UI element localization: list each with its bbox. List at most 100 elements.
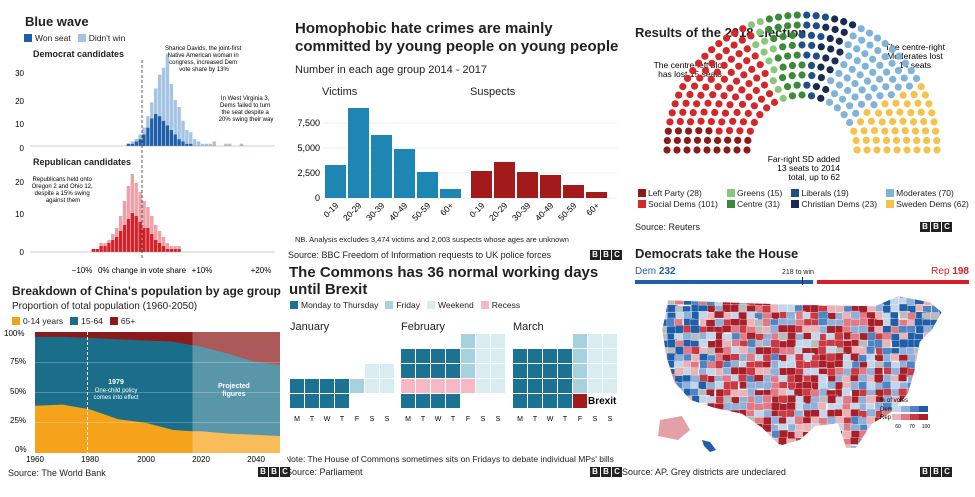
district xyxy=(946,410,956,419)
seat-dot xyxy=(827,45,835,53)
district xyxy=(882,339,891,348)
seat-dot xyxy=(765,57,773,65)
seat-dot xyxy=(756,28,764,36)
district xyxy=(913,374,924,383)
district xyxy=(738,296,749,301)
district xyxy=(682,332,693,341)
seat-dot xyxy=(695,127,703,135)
histogram-bar-won xyxy=(122,225,127,252)
china-panel: Breakdown of China's population by age g… xyxy=(0,282,282,497)
seat-dot xyxy=(746,127,754,135)
calendar-day xyxy=(573,394,587,408)
calendar-day xyxy=(461,334,475,348)
district xyxy=(858,438,867,448)
seat-dot xyxy=(788,72,796,80)
seat-dot xyxy=(765,25,773,34)
seat-dot xyxy=(793,21,801,29)
party-label: Moderates (70) xyxy=(896,188,954,198)
district xyxy=(922,444,933,448)
calendar-day xyxy=(380,364,394,378)
histogram-bar-won xyxy=(165,249,170,252)
histogram-bar-lost xyxy=(142,201,146,228)
seat-dot xyxy=(865,29,874,37)
seat-dot xyxy=(711,108,719,117)
histogram-bar-won xyxy=(189,143,193,146)
district xyxy=(794,443,804,448)
seat-dot xyxy=(756,111,764,119)
histogram-bar-lost xyxy=(103,243,107,246)
histogram-bar-won xyxy=(99,246,103,252)
seat-dot xyxy=(726,101,734,109)
seat-dot xyxy=(853,146,861,154)
seat-dot xyxy=(708,59,716,67)
district xyxy=(771,296,781,302)
map-legend xyxy=(892,406,928,420)
seat-dot xyxy=(840,111,848,119)
seat-dot xyxy=(793,51,801,59)
seat-dot xyxy=(779,94,787,102)
election-source: Source: Reuters xyxy=(635,222,701,232)
district xyxy=(683,402,695,413)
district xyxy=(818,445,830,448)
district xyxy=(866,296,877,301)
histogram-bar-won xyxy=(146,127,150,146)
party-label: Liberals (19) xyxy=(801,188,849,198)
district xyxy=(883,444,893,448)
seat-dot xyxy=(689,109,697,117)
district xyxy=(714,423,724,435)
seat-dot xyxy=(812,83,821,91)
seat-dot xyxy=(733,146,741,154)
calendar-day xyxy=(543,349,557,363)
seat-dot xyxy=(874,46,882,55)
district xyxy=(938,402,942,411)
legend-lost-swatch xyxy=(77,34,86,42)
legend-swatch-dem xyxy=(892,406,901,412)
legend-swatch-dem xyxy=(919,406,928,412)
seat-dot xyxy=(914,99,922,107)
legend-rep: Rep xyxy=(880,415,892,421)
district xyxy=(915,361,925,369)
bbc-logo-b: B xyxy=(920,467,930,477)
histogram-bar-lost xyxy=(165,243,170,249)
seat-dot xyxy=(750,118,758,127)
seat-dot xyxy=(852,109,860,117)
calendar-day xyxy=(320,394,334,408)
district xyxy=(691,438,702,448)
seat-dot xyxy=(739,25,747,33)
district xyxy=(866,408,877,418)
weekday-label: F xyxy=(578,416,582,423)
histogram-bar-lost xyxy=(157,74,162,117)
calendar-day xyxy=(446,349,460,363)
district xyxy=(947,361,957,371)
district xyxy=(714,296,725,300)
seat-dot xyxy=(798,91,806,99)
histogram-bar-won xyxy=(142,134,146,146)
district xyxy=(787,458,796,460)
district xyxy=(850,297,859,306)
district xyxy=(723,430,735,439)
district xyxy=(922,396,932,407)
seat-dot xyxy=(876,61,884,69)
district xyxy=(922,360,933,369)
district xyxy=(946,383,957,392)
seat-dot xyxy=(722,46,730,55)
district xyxy=(867,424,878,435)
district xyxy=(721,424,732,435)
district xyxy=(938,360,942,369)
seat-dot xyxy=(784,12,792,20)
district xyxy=(662,403,668,413)
district xyxy=(923,381,933,389)
party-label: Christian Dems (23) xyxy=(801,199,878,209)
seat-dot xyxy=(856,71,864,79)
weekday-label: S xyxy=(370,416,375,423)
ytick: 5,000 xyxy=(297,143,320,153)
district xyxy=(931,367,941,377)
seat-dot xyxy=(798,71,806,79)
weekday-label: T xyxy=(421,416,426,423)
district xyxy=(947,297,957,305)
district xyxy=(818,437,830,448)
district xyxy=(674,396,685,406)
district xyxy=(938,325,942,336)
district xyxy=(682,325,692,334)
histogram-bar-won xyxy=(150,118,154,146)
